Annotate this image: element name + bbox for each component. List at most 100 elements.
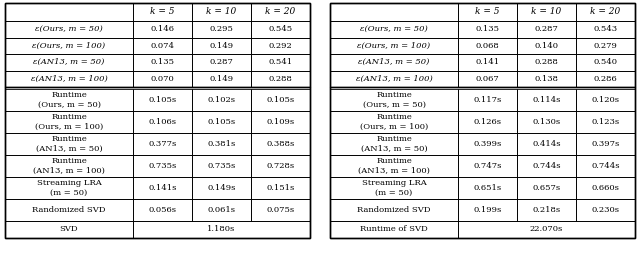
Bar [251, 21, 310, 37]
Bar [517, 3, 576, 21]
Bar [330, 155, 458, 177]
Bar [5, 54, 133, 70]
Text: 0.102s: 0.102s [207, 96, 236, 104]
Bar [458, 37, 517, 54]
Bar [192, 21, 251, 37]
Bar [330, 221, 458, 238]
Text: ε(AN13, m = 100): ε(AN13, m = 100) [356, 75, 433, 83]
Bar [133, 3, 192, 21]
Bar [251, 37, 310, 54]
Text: 0.105s: 0.105s [207, 118, 236, 126]
Text: 0.114s: 0.114s [532, 96, 561, 104]
Text: 0.660s: 0.660s [591, 184, 620, 192]
Text: 0.105s: 0.105s [266, 96, 294, 104]
Text: ε(Ours, m = 100): ε(Ours, m = 100) [358, 42, 431, 50]
Bar [330, 37, 458, 54]
Text: k = 5: k = 5 [476, 7, 500, 16]
Bar [5, 133, 133, 155]
Text: 0.286: 0.286 [593, 75, 617, 83]
Bar [133, 37, 192, 54]
Text: k = 20: k = 20 [590, 7, 620, 16]
Bar [458, 177, 517, 199]
Text: ε(Ours, m = 50): ε(Ours, m = 50) [360, 25, 428, 33]
Text: 0.288: 0.288 [534, 58, 558, 66]
Text: k = 10: k = 10 [206, 7, 237, 16]
Text: 0.288: 0.288 [268, 75, 292, 83]
Bar [5, 87, 310, 238]
Bar [192, 89, 251, 111]
Bar [330, 89, 458, 111]
Bar [576, 37, 635, 54]
Bar [576, 54, 635, 70]
Text: ε(Ours, m = 50): ε(Ours, m = 50) [35, 25, 103, 33]
Bar [5, 21, 133, 37]
Bar [517, 70, 576, 87]
Bar [251, 177, 310, 199]
Text: 0.149s: 0.149s [207, 184, 236, 192]
Bar [458, 111, 517, 133]
Text: Runtime
(Ours, m = 50): Runtime (Ours, m = 50) [362, 91, 426, 109]
Bar [458, 21, 517, 37]
Bar [5, 37, 133, 54]
Bar [5, 221, 133, 238]
Bar [192, 111, 251, 133]
Text: 0.151s: 0.151s [266, 184, 294, 192]
Bar [330, 3, 458, 21]
Text: 1.180s: 1.180s [207, 225, 236, 233]
Text: ε(AN13, m = 100): ε(AN13, m = 100) [31, 75, 108, 83]
Bar [5, 155, 133, 177]
Bar [192, 133, 251, 155]
Text: 0.377s: 0.377s [148, 140, 177, 148]
Text: Runtime
(AN13, m = 50): Runtime (AN13, m = 50) [36, 135, 102, 153]
Bar [133, 89, 192, 111]
Text: 0.149: 0.149 [209, 42, 234, 50]
Text: 0.230s: 0.230s [591, 206, 620, 214]
Text: k = 10: k = 10 [531, 7, 561, 16]
Bar [133, 199, 192, 221]
Bar [251, 133, 310, 155]
Bar [330, 87, 635, 238]
Text: 0.105s: 0.105s [148, 96, 177, 104]
Bar [458, 133, 517, 155]
Bar [5, 111, 133, 133]
Text: 0.287: 0.287 [209, 58, 234, 66]
Bar [576, 89, 635, 111]
Text: 22.070s: 22.070s [530, 225, 563, 233]
Text: Runtime
(Ours, m = 50): Runtime (Ours, m = 50) [38, 91, 100, 109]
Bar [576, 111, 635, 133]
Bar [192, 37, 251, 54]
Bar [458, 221, 635, 238]
Text: 0.106s: 0.106s [148, 118, 177, 126]
Bar [192, 199, 251, 221]
Bar [251, 199, 310, 221]
Bar [133, 54, 192, 70]
Bar [458, 54, 517, 70]
Bar [133, 133, 192, 155]
Bar [251, 54, 310, 70]
Text: 0.657s: 0.657s [532, 184, 561, 192]
Text: Runtime
(AN13, m = 100): Runtime (AN13, m = 100) [358, 157, 430, 175]
Bar [458, 70, 517, 87]
Bar [330, 199, 458, 221]
Bar [192, 177, 251, 199]
Text: 0.744s: 0.744s [591, 162, 620, 170]
Text: Runtime
(Ours, m = 100): Runtime (Ours, m = 100) [35, 113, 103, 131]
Bar [576, 3, 635, 21]
Bar [5, 3, 310, 238]
Bar [5, 89, 133, 111]
Bar [5, 3, 310, 87]
Text: 0.138: 0.138 [534, 75, 558, 83]
Text: 0.728s: 0.728s [266, 162, 294, 170]
Text: Runtime
(Ours, m = 100): Runtime (Ours, m = 100) [360, 113, 428, 131]
Bar [192, 3, 251, 21]
Bar [5, 199, 133, 221]
Text: 0.397s: 0.397s [591, 140, 620, 148]
Bar [330, 54, 458, 70]
Text: 0.388s: 0.388s [266, 140, 294, 148]
Text: 0.651s: 0.651s [474, 184, 502, 192]
Text: Randomized SVD: Randomized SVD [32, 206, 106, 214]
Text: 0.140: 0.140 [534, 42, 558, 50]
Text: 0.735s: 0.735s [148, 162, 177, 170]
Text: SVD: SVD [60, 225, 78, 233]
Text: 0.149: 0.149 [209, 75, 234, 83]
